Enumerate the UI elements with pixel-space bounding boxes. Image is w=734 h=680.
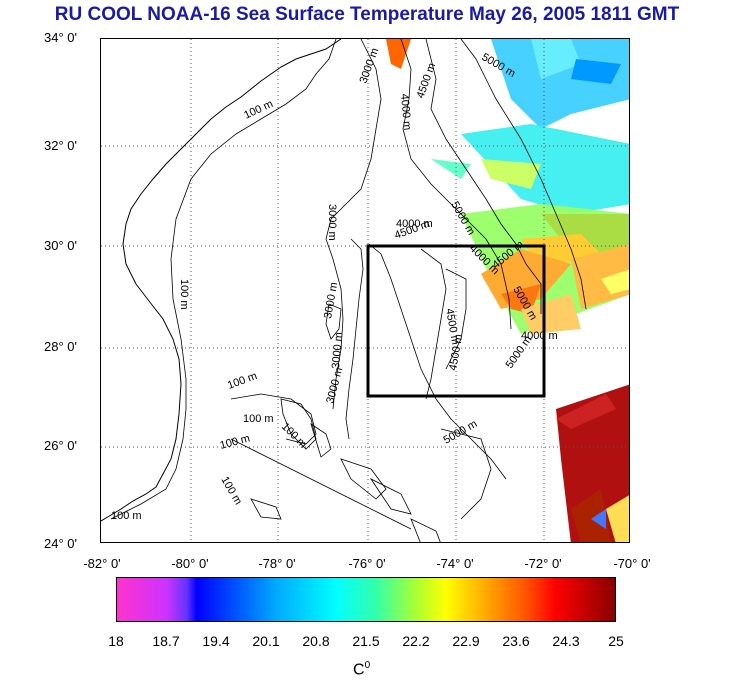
- lat-label-30: 30° 0': [44, 238, 77, 253]
- contour-label: 4000 m: [398, 93, 413, 131]
- colorbar-tick: 22.2: [402, 633, 430, 649]
- colorbar-tick: 20.1: [252, 633, 280, 649]
- contour-label: 3000 m: [322, 281, 340, 319]
- colorbar-tick: 22.9: [452, 633, 480, 649]
- temperature-colorbar: [116, 577, 616, 622]
- lon-label-70: -70° 0': [613, 556, 651, 571]
- sst-map-canvas: 100 m 100 m 100 m 100 m 100 m 100 m 100 …: [101, 39, 629, 542]
- colorbar-tick: 21.5: [352, 633, 380, 649]
- coastline: [101, 39, 342, 522]
- colorbar-unit: C0: [353, 660, 370, 679]
- contour-label: 100 m: [111, 510, 142, 522]
- colorbar-tick: 25: [608, 633, 624, 649]
- unit-superscript: 0: [364, 660, 371, 671]
- contour-label: 4000 m: [521, 330, 558, 342]
- lat-label-24: 24° 0': [44, 536, 77, 551]
- lat-label-26: 26° 0': [44, 438, 77, 453]
- contour-label: 100 m: [219, 432, 252, 452]
- colorbar-tick: 20.8: [302, 633, 330, 649]
- sst-imagery: [386, 39, 629, 542]
- contour-label: 3000 m: [326, 204, 338, 241]
- contour-label: 5000 m: [442, 418, 480, 447]
- lon-label-72: -72° 0': [524, 556, 562, 571]
- contour-label: 5000 m: [504, 334, 535, 371]
- colorbar-tick: 19.4: [202, 633, 230, 649]
- lat-label-28: 28° 0': [44, 339, 77, 354]
- contour-label: 100 m: [242, 98, 275, 122]
- contour-label: 3000 m: [330, 332, 345, 370]
- bahamas-islands: [250, 303, 441, 542]
- colorbar-tick: 24.3: [552, 633, 580, 649]
- contour-label: 100 m: [279, 421, 309, 451]
- study-area-box: [366, 244, 546, 398]
- sst-map[interactable]: 100 m 100 m 100 m 100 m 100 m 100 m 100 …: [100, 38, 630, 543]
- colorbar-tick: 18.7: [152, 633, 180, 649]
- contour-label: 100 m: [226, 370, 259, 392]
- lat-label-34: 34° 0': [44, 30, 77, 45]
- contour-label: 4000 m: [396, 218, 433, 230]
- map-title: RU COOL NOAA-16 Sea Surface Temperature …: [54, 4, 680, 25]
- contour-label: 100 m: [178, 279, 190, 310]
- lon-label-76: -76° 0': [348, 556, 386, 571]
- contour-label: 4500 m: [415, 61, 439, 100]
- lon-label-78: -78° 0': [258, 556, 296, 571]
- contour-label: 3000 m: [324, 366, 345, 405]
- lon-label-74: -74° 0': [436, 556, 474, 571]
- lon-label-80: -80° 0': [171, 556, 209, 571]
- unit-letter: C: [353, 661, 365, 679]
- colorbar-tick: 23.6: [502, 633, 530, 649]
- bathymetry-contours: [110, 39, 587, 530]
- colorbar-tick: 18: [108, 633, 124, 649]
- contour-label: 100 m: [218, 475, 244, 507]
- lon-label-82: -82° 0': [83, 556, 121, 571]
- contour-label: 100 m: [243, 413, 274, 425]
- lat-label-32: 32° 0': [44, 138, 77, 153]
